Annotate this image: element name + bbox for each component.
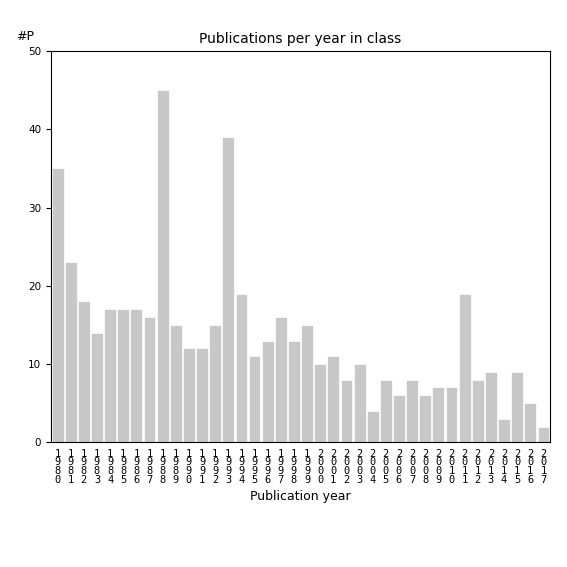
Bar <box>367 411 379 442</box>
Bar <box>249 356 260 442</box>
Bar <box>288 341 300 442</box>
Bar <box>222 137 234 442</box>
Bar <box>341 380 352 442</box>
Bar <box>209 325 221 442</box>
Bar <box>393 395 405 442</box>
Bar <box>235 294 247 442</box>
Bar <box>327 356 339 442</box>
Bar <box>143 317 155 442</box>
Bar <box>78 302 90 442</box>
Bar <box>446 387 458 442</box>
Title: Publications per year in class: Publications per year in class <box>200 32 401 46</box>
Bar <box>472 380 484 442</box>
Bar <box>52 168 64 442</box>
Bar <box>91 333 103 442</box>
Bar <box>156 90 168 442</box>
Bar <box>459 294 471 442</box>
Bar <box>314 364 326 442</box>
Bar <box>433 387 445 442</box>
Bar <box>65 263 77 442</box>
Bar <box>485 372 497 442</box>
Bar <box>183 348 195 442</box>
Text: #P: #P <box>16 30 34 43</box>
Bar <box>301 325 313 442</box>
Bar <box>538 426 549 442</box>
Bar <box>262 341 274 442</box>
Bar <box>117 309 129 442</box>
Bar <box>511 372 523 442</box>
Bar <box>130 309 142 442</box>
Bar <box>498 419 510 442</box>
Bar <box>354 364 366 442</box>
Bar <box>406 380 418 442</box>
Bar <box>170 325 181 442</box>
Bar <box>420 395 431 442</box>
Bar <box>380 380 392 442</box>
Bar <box>104 309 116 442</box>
Bar <box>275 317 287 442</box>
X-axis label: Publication year: Publication year <box>250 490 351 503</box>
Bar <box>196 348 208 442</box>
Bar <box>524 403 536 442</box>
